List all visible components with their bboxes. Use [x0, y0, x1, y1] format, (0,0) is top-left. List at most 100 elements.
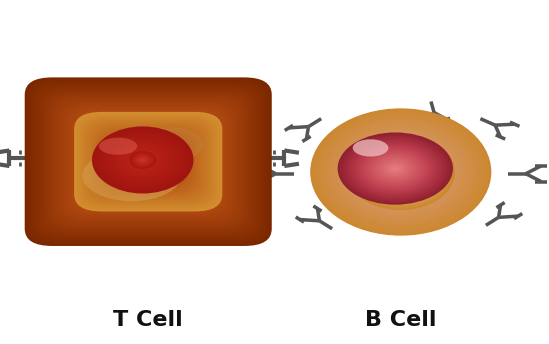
FancyBboxPatch shape [55, 98, 242, 225]
Ellipse shape [367, 148, 435, 196]
Ellipse shape [133, 153, 153, 167]
Ellipse shape [376, 156, 415, 181]
Ellipse shape [414, 122, 417, 124]
Ellipse shape [385, 162, 405, 175]
Ellipse shape [373, 222, 377, 224]
Ellipse shape [349, 136, 453, 208]
Ellipse shape [315, 111, 487, 233]
FancyBboxPatch shape [27, 79, 269, 244]
FancyBboxPatch shape [102, 131, 195, 192]
FancyBboxPatch shape [77, 114, 220, 209]
Ellipse shape [360, 143, 441, 201]
Ellipse shape [335, 126, 467, 218]
FancyBboxPatch shape [88, 121, 209, 202]
Ellipse shape [348, 139, 443, 198]
Ellipse shape [365, 147, 437, 197]
FancyBboxPatch shape [115, 141, 181, 183]
Text: B Cell: B Cell [365, 310, 436, 330]
FancyBboxPatch shape [63, 104, 233, 219]
Ellipse shape [371, 151, 430, 193]
FancyBboxPatch shape [52, 97, 244, 227]
Ellipse shape [356, 140, 446, 204]
Ellipse shape [97, 130, 188, 190]
Ellipse shape [369, 152, 422, 185]
FancyBboxPatch shape [38, 87, 258, 236]
Ellipse shape [387, 163, 404, 174]
Ellipse shape [352, 142, 438, 195]
Ellipse shape [379, 158, 412, 179]
Ellipse shape [329, 191, 333, 193]
Ellipse shape [385, 161, 417, 183]
Ellipse shape [462, 200, 465, 202]
Ellipse shape [127, 150, 158, 170]
Ellipse shape [391, 166, 410, 179]
Ellipse shape [129, 151, 156, 169]
Ellipse shape [310, 108, 491, 236]
Ellipse shape [337, 128, 464, 217]
FancyBboxPatch shape [99, 129, 198, 194]
Ellipse shape [376, 154, 425, 190]
Ellipse shape [470, 135, 474, 137]
Ellipse shape [359, 146, 432, 191]
Ellipse shape [317, 113, 485, 231]
Ellipse shape [104, 134, 182, 186]
Ellipse shape [396, 169, 405, 175]
FancyBboxPatch shape [71, 110, 225, 213]
Ellipse shape [346, 211, 350, 213]
Ellipse shape [105, 136, 180, 184]
Ellipse shape [320, 115, 482, 229]
Ellipse shape [344, 137, 446, 201]
Ellipse shape [137, 127, 203, 162]
Ellipse shape [383, 159, 419, 185]
FancyBboxPatch shape [121, 144, 176, 179]
FancyBboxPatch shape [85, 120, 211, 204]
Ellipse shape [102, 133, 183, 187]
Ellipse shape [322, 116, 480, 228]
Ellipse shape [107, 137, 178, 183]
Ellipse shape [100, 132, 185, 188]
FancyBboxPatch shape [82, 118, 214, 206]
Ellipse shape [377, 157, 413, 180]
Ellipse shape [373, 153, 428, 191]
Ellipse shape [99, 131, 187, 189]
Ellipse shape [382, 160, 408, 177]
FancyBboxPatch shape [41, 89, 255, 235]
FancyBboxPatch shape [47, 93, 250, 230]
Ellipse shape [110, 139, 175, 181]
Ellipse shape [351, 137, 451, 207]
FancyBboxPatch shape [60, 102, 236, 221]
FancyBboxPatch shape [93, 125, 203, 198]
Ellipse shape [346, 134, 455, 210]
Ellipse shape [371, 153, 420, 184]
Ellipse shape [341, 135, 450, 203]
Ellipse shape [342, 131, 460, 213]
Ellipse shape [121, 146, 165, 174]
Ellipse shape [387, 162, 414, 182]
Ellipse shape [346, 138, 445, 200]
Ellipse shape [367, 151, 423, 186]
Ellipse shape [399, 170, 403, 174]
Ellipse shape [471, 139, 474, 141]
Ellipse shape [380, 159, 410, 178]
Ellipse shape [340, 146, 344, 148]
Ellipse shape [441, 221, 444, 223]
Ellipse shape [139, 158, 146, 162]
Ellipse shape [364, 149, 427, 188]
Ellipse shape [92, 127, 194, 193]
Ellipse shape [116, 142, 170, 178]
Ellipse shape [358, 142, 444, 202]
Ellipse shape [124, 148, 161, 172]
FancyBboxPatch shape [69, 108, 228, 215]
Ellipse shape [344, 132, 457, 212]
Ellipse shape [328, 121, 473, 223]
Ellipse shape [352, 139, 389, 157]
Ellipse shape [390, 165, 400, 172]
Ellipse shape [389, 164, 412, 180]
Text: T Cell: T Cell [113, 310, 183, 330]
FancyBboxPatch shape [66, 106, 231, 217]
Ellipse shape [378, 156, 423, 188]
FancyBboxPatch shape [104, 133, 192, 190]
FancyBboxPatch shape [30, 81, 266, 242]
FancyBboxPatch shape [36, 85, 261, 238]
Ellipse shape [324, 118, 478, 226]
